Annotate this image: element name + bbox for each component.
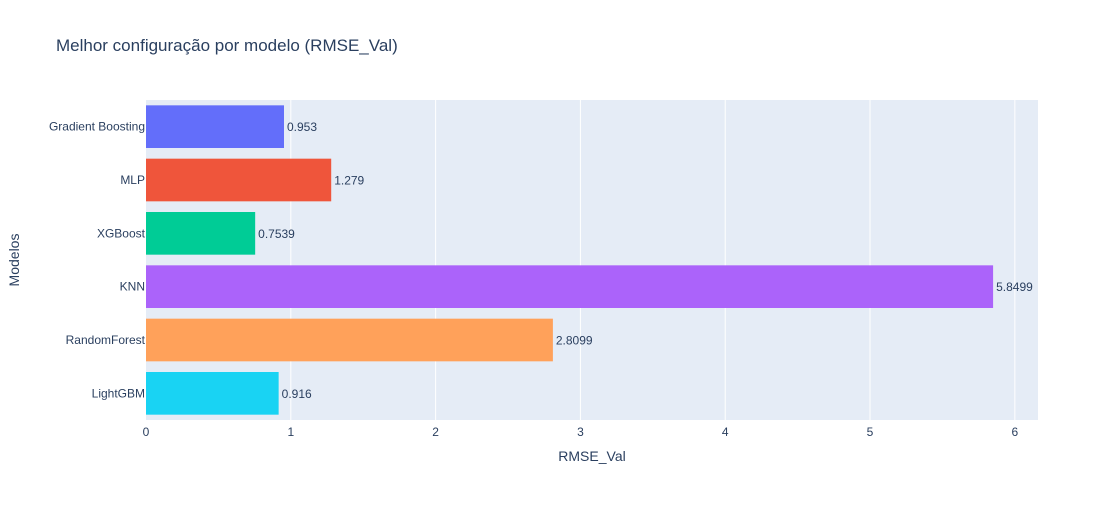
- bar-value-label: 0.7539: [258, 227, 295, 241]
- y-tick-label: XGBoost: [97, 226, 146, 240]
- x-tick-label: 4: [722, 425, 729, 439]
- x-tick-label: 3: [577, 425, 584, 439]
- y-tick-label: LightGBM: [92, 386, 145, 400]
- x-tick-label: 0: [143, 425, 150, 439]
- bar-value-label: 0.953: [287, 120, 317, 134]
- bars: [146, 105, 994, 415]
- bar-knn: [146, 265, 994, 308]
- x-tick-label: 5: [867, 425, 874, 439]
- y-axis-title: Modelos: [6, 234, 22, 287]
- y-tick-label: KNN: [120, 280, 145, 294]
- bar-xgboost: [146, 212, 256, 255]
- x-tick-label: 6: [1011, 425, 1018, 439]
- bar-gradient-boosting: [146, 105, 284, 148]
- bar-mlp: [146, 158, 332, 202]
- chart-title: Melhor configuração por modelo (RMSE_Val…: [56, 36, 398, 55]
- bar-value-label: 5.8499: [996, 280, 1033, 294]
- y-tick-label: Gradient Boosting: [49, 120, 145, 134]
- y-axis-ticks: Gradient Boosting MLP XGBoost KNN RandomFore…: [49, 120, 146, 401]
- x-axis-title: RMSE_Val: [558, 448, 625, 464]
- bar-value-label: 2.8099: [556, 334, 593, 348]
- plot-area: [146, 100, 1038, 420]
- bar-randomforest: [146, 318, 553, 362]
- bar-lightgbm: [146, 372, 279, 415]
- x-tick-label: 2: [432, 425, 439, 439]
- bar-value-label: 1.279: [334, 174, 364, 188]
- x-axis-ticks: 0 1 2 3 4 5 6: [143, 425, 1019, 439]
- data-labels: 0.953 1.279 0.7539 5.8499 2.8099 0.916: [258, 120, 1033, 401]
- y-tick-label: MLP: [120, 173, 145, 187]
- y-tick-label: RandomForest: [66, 333, 146, 347]
- bar-value-label: 0.916: [282, 387, 312, 401]
- x-tick-label: 1: [287, 425, 294, 439]
- gridlines: [290, 100, 1016, 420]
